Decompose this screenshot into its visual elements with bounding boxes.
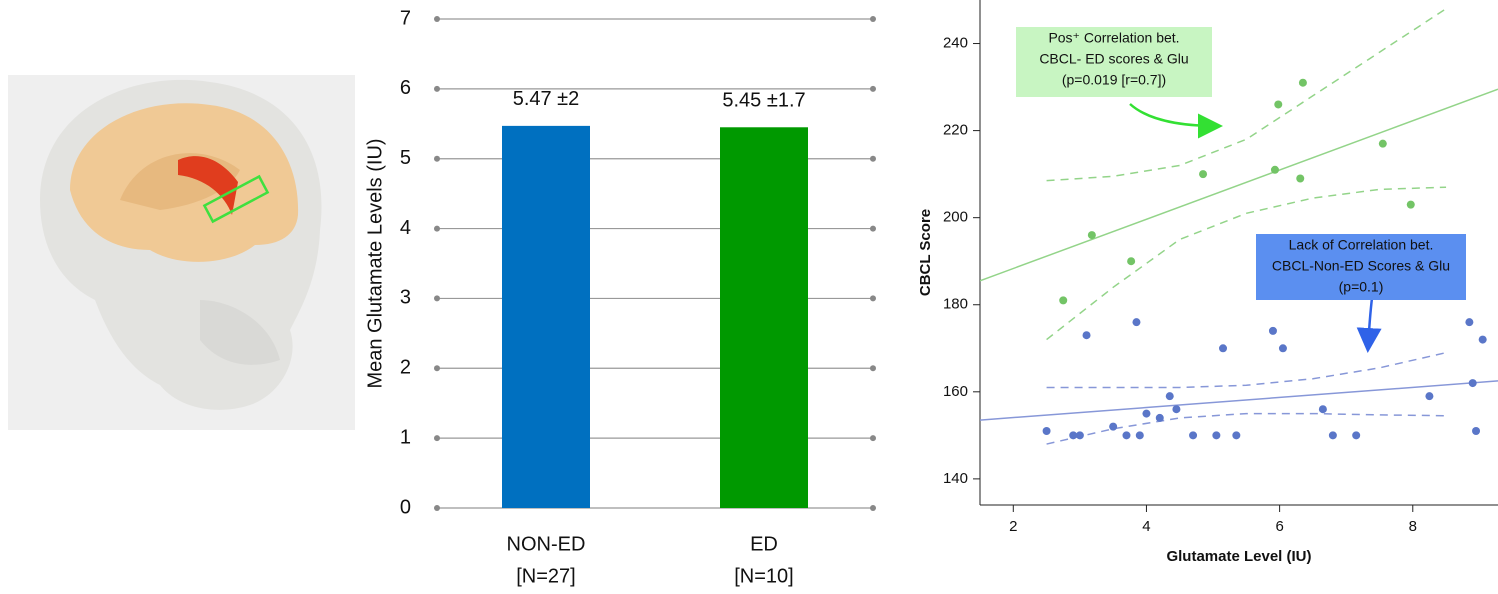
annotation-text: CBCL-Non-ED Scores & Glu: [1272, 258, 1450, 274]
point: [1469, 379, 1477, 387]
point: [1296, 174, 1304, 182]
confidence-band: [1047, 414, 1446, 444]
y-tick-label: 180: [943, 296, 968, 313]
y-axis-label: CBCL Score: [917, 209, 934, 296]
point: [1172, 405, 1180, 413]
point: [1479, 336, 1487, 344]
bar: [720, 127, 808, 508]
point: [1142, 410, 1150, 418]
grid-dot: [870, 156, 876, 162]
point: [1076, 431, 1084, 439]
bar: [502, 126, 590, 508]
fit-line: [980, 381, 1498, 420]
x-tick-note: [N=10]: [734, 565, 793, 587]
annotation-text: Lack of Correlation bet.: [1289, 237, 1434, 253]
y-tick-label: 1: [400, 426, 411, 448]
y-tick-label: 5: [400, 147, 411, 169]
y-tick-label: 240: [943, 35, 968, 52]
point: [1472, 427, 1480, 435]
x-tick-label: NON-ED: [507, 533, 586, 555]
point: [1122, 431, 1130, 439]
x-tick-label: 6: [1275, 518, 1283, 535]
y-tick-label: 160: [943, 383, 968, 400]
arrow: [1130, 104, 1218, 126]
annotation-text: CBCL- ED scores & Glu: [1039, 51, 1188, 67]
grid-dot: [870, 295, 876, 301]
y-axis-label: Mean Glutamate Levels (IU): [364, 138, 386, 388]
point: [1274, 100, 1282, 108]
y-tick-label: 140: [943, 470, 968, 487]
x-tick-label: 8: [1409, 518, 1417, 535]
grid-dot: [870, 505, 876, 511]
grid-dot: [870, 16, 876, 22]
annotation-text: (p=0.1): [1339, 279, 1384, 295]
point: [1059, 296, 1067, 304]
point: [1319, 405, 1327, 413]
page: {"chart_data": [ {"type": "bar", "ylabel…: [0, 0, 1498, 594]
grid-dot: [870, 365, 876, 371]
y-tick-label: 3: [400, 287, 411, 309]
grid-dot: [434, 365, 440, 371]
point: [1352, 431, 1360, 439]
point: [1379, 140, 1387, 148]
point: [1407, 201, 1415, 209]
point: [1271, 166, 1279, 174]
grid-dot: [870, 435, 876, 441]
point: [1136, 431, 1144, 439]
point: [1425, 392, 1433, 400]
x-tick-label: 2: [1009, 518, 1017, 535]
y-tick-label: 2: [400, 357, 411, 379]
brain-illustration: [8, 75, 355, 430]
point: [1132, 318, 1140, 326]
value-label: 5.47 ±2: [513, 88, 580, 110]
y-tick-label: 200: [943, 209, 968, 226]
point: [1279, 344, 1287, 352]
grid-dot: [870, 86, 876, 92]
point: [1127, 257, 1135, 265]
grid-dot: [434, 435, 440, 441]
grid-dot: [434, 16, 440, 22]
annotation-text: Pos⁺ Correlation bet.: [1048, 30, 1179, 46]
point: [1088, 231, 1096, 239]
point: [1329, 431, 1337, 439]
point: [1199, 170, 1207, 178]
x-tick-label: ED: [750, 533, 778, 555]
annotation-text: (p=0.019 [r=0.7]): [1062, 72, 1166, 88]
arrow: [1368, 298, 1372, 348]
grid-dot: [434, 86, 440, 92]
grid-dot: [434, 156, 440, 162]
point: [1083, 331, 1091, 339]
point: [1156, 414, 1164, 422]
confidence-band: [1047, 353, 1446, 388]
grid-dot: [870, 226, 876, 232]
value-label: 5.45 ±1.7: [722, 90, 805, 112]
point: [1465, 318, 1473, 326]
x-tick-label: 4: [1142, 518, 1150, 535]
point: [1166, 392, 1174, 400]
y-tick-label: 6: [400, 77, 411, 99]
point: [1109, 423, 1117, 431]
y-tick-label: 220: [943, 122, 968, 139]
x-axis-label: Glutamate Level (IU): [1166, 548, 1311, 565]
point: [1269, 327, 1277, 335]
grid-dot: [434, 505, 440, 511]
point: [1212, 431, 1220, 439]
point: [1043, 427, 1051, 435]
y-tick-label: 4: [400, 217, 411, 239]
grid-dot: [434, 295, 440, 301]
point: [1299, 79, 1307, 87]
point: [1219, 344, 1227, 352]
y-tick-label: 7: [400, 7, 411, 29]
grid-dot: [434, 226, 440, 232]
point: [1232, 431, 1240, 439]
point: [1189, 431, 1197, 439]
figure: 0 1 2 3 4 5 6 7 Mean Glutamate Levels (IU) 5.47 ±…: [0, 0, 1498, 589]
y-tick-label: 0: [400, 496, 411, 518]
x-tick-note: [N=27]: [516, 565, 575, 587]
